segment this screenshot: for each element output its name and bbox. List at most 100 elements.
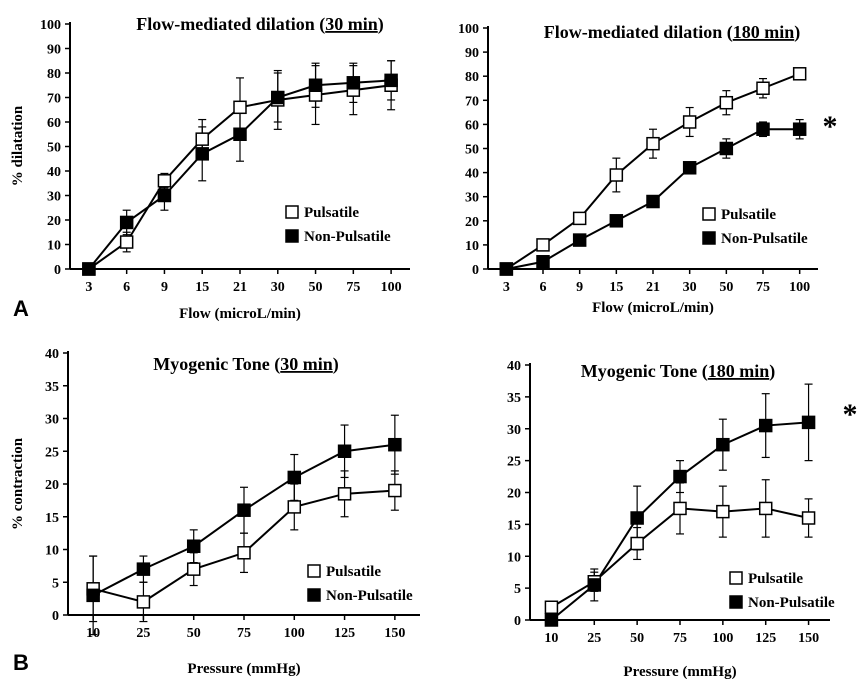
chart1-y-tick-label: 20 <box>47 214 61 229</box>
chart2-series2-point <box>792 122 807 136</box>
chart4-series2-point <box>673 469 687 484</box>
chart2-x-tick-label: 15 <box>609 280 623 295</box>
chart2-title: Flow-mediated dilation (180 min) <box>544 22 801 43</box>
chart3-legend-label-2: Non-Pulsatile <box>326 588 413 604</box>
chart1-y-tick-label: 90 <box>47 43 61 58</box>
chart4-series2-point <box>716 437 730 452</box>
chart1-y-tick-label: 70 <box>47 92 61 107</box>
chart1-series1-point <box>195 132 209 146</box>
chart4-series1-point <box>758 501 773 516</box>
chart3-y-tick-label: 0 <box>52 609 59 624</box>
chart2-y-tick-label: 50 <box>465 143 479 158</box>
chart3-series1-point <box>337 487 352 501</box>
chart3-legend-swatch-2 <box>307 588 321 602</box>
chart4-series2-point <box>587 578 602 592</box>
chart2-series2-point <box>609 214 624 228</box>
chart4-y-tick-label: 15 <box>507 518 521 533</box>
chart2-y-tick-label: 10 <box>465 239 479 254</box>
chart4-legend-swatch-2 <box>729 595 743 609</box>
chart2-y-tick-label: 70 <box>465 94 479 109</box>
chart1-y-tick-label: 60 <box>47 116 61 131</box>
chart3-title: Myogenic Tone (30 min) <box>153 354 339 375</box>
chart2-x-tick-label: 9 <box>576 280 583 295</box>
chart2-y-tick-label: 40 <box>465 167 479 182</box>
chart2-x-tick-label: 75 <box>756 280 770 295</box>
chart2-legend-swatch-1 <box>702 207 716 221</box>
chart4-y-tick-label: 5 <box>514 582 521 597</box>
chart2-series2-point <box>499 262 514 276</box>
chart4-legend-swatch-1 <box>729 571 743 585</box>
chart4-x-tick-label: 125 <box>755 631 776 646</box>
chart3-series2-point <box>337 444 352 458</box>
chart1-legend-label-2: Non-Pulsatile <box>304 229 391 245</box>
chart2-x-tick-label: 6 <box>540 280 547 295</box>
chart2-series1-point <box>536 238 550 252</box>
chart4-series1-point <box>716 504 730 519</box>
chart3-y-tick-label: 20 <box>45 478 59 493</box>
chart1-series1-point <box>157 174 172 188</box>
chart3-x-tick-label: 100 <box>284 626 305 641</box>
chart2-x-tick-label: 3 <box>503 280 510 295</box>
chart1-x-tick-label: 15 <box>195 280 209 295</box>
chart4-title: Myogenic Tone (180 min) <box>581 361 776 382</box>
chart4-series2-point <box>544 613 559 627</box>
chart1-series2-point <box>308 78 323 92</box>
chart2-series2-point <box>572 233 587 247</box>
chart4-x-tick-label: 25 <box>587 631 601 646</box>
chart4-legend-label-1: Pulsatile <box>748 571 803 587</box>
chart4-y-tick-label: 0 <box>514 614 521 629</box>
chart4-y-tick-label: 40 <box>507 359 521 374</box>
chart2-x-tick-label: 100 <box>789 280 810 295</box>
chart4-x-tick-label: 150 <box>798 631 819 646</box>
chart2-series2-point <box>719 141 734 156</box>
chart1-y-tick-label: 10 <box>47 239 61 254</box>
chart1-legend-swatch-2 <box>285 229 299 243</box>
chart4-y-tick-label: 35 <box>507 391 521 406</box>
chart2-x-label: Flow (microL/min) <box>592 300 714 316</box>
chart1-x-label: Flow (microL/min) <box>179 306 301 322</box>
chart3-legend-swatch-1 <box>307 564 321 578</box>
chart3-series1-point <box>237 546 251 560</box>
chart2-series1-point <box>646 136 660 151</box>
chart2-y-tick-label: 90 <box>465 46 479 61</box>
chart4-series1-point <box>801 511 816 525</box>
chart4-legend-label-2: Non-Pulsatile <box>748 595 835 611</box>
chart1-y-tick-label: 100 <box>40 18 61 33</box>
chart2-y-tick-label: 0 <box>472 263 479 278</box>
chart2-x-tick-label: 21 <box>646 280 660 295</box>
chart4-y-tick-label: 20 <box>507 487 521 502</box>
chart1-series2-point <box>233 127 247 141</box>
chart1-legend-swatch-1 <box>285 205 299 219</box>
chart3-series2-point <box>186 539 201 553</box>
chart3-x-label: Pressure (mmHg) <box>187 661 300 677</box>
chart4-series2-point <box>801 415 816 430</box>
chart3-series1-point <box>186 562 201 576</box>
chart2-series1-point <box>682 115 697 129</box>
chart1-x-tick-label: 30 <box>271 280 285 295</box>
chart4-y-tick-label: 10 <box>507 550 521 565</box>
chart1-series2-point <box>384 73 398 88</box>
chart2-y-tick-label: 20 <box>465 215 479 230</box>
chart3-series2-point <box>237 503 251 517</box>
chart4-series1-point <box>673 501 687 516</box>
chart2-x-tick-label: 50 <box>719 280 733 295</box>
chart1-x-tick-label: 3 <box>85 280 92 295</box>
chart3-y-tick-label: 5 <box>52 576 59 591</box>
chart1-y-tick-label: 80 <box>47 67 61 82</box>
chart1-y-tick-label: 40 <box>47 165 61 180</box>
chart3-y-label: % contraction <box>10 437 26 530</box>
chart3-series2-point <box>287 470 302 485</box>
panel-label-a: A <box>13 296 29 321</box>
chart2-series2-point <box>682 161 697 175</box>
chart3-series2-point <box>136 562 151 576</box>
chart3-y-tick-label: 30 <box>45 413 59 428</box>
chart1-x-tick-label: 100 <box>381 280 402 295</box>
chart4-x-tick-label: 10 <box>544 631 558 646</box>
chart4-y-tick-label: 30 <box>507 423 521 438</box>
chart2-series2-point <box>756 122 770 136</box>
chart4-series1-point <box>630 536 644 551</box>
chart3-series2-point <box>388 437 402 452</box>
chart3-y-tick-label: 25 <box>45 445 59 460</box>
chart1-series1-point <box>233 100 247 115</box>
